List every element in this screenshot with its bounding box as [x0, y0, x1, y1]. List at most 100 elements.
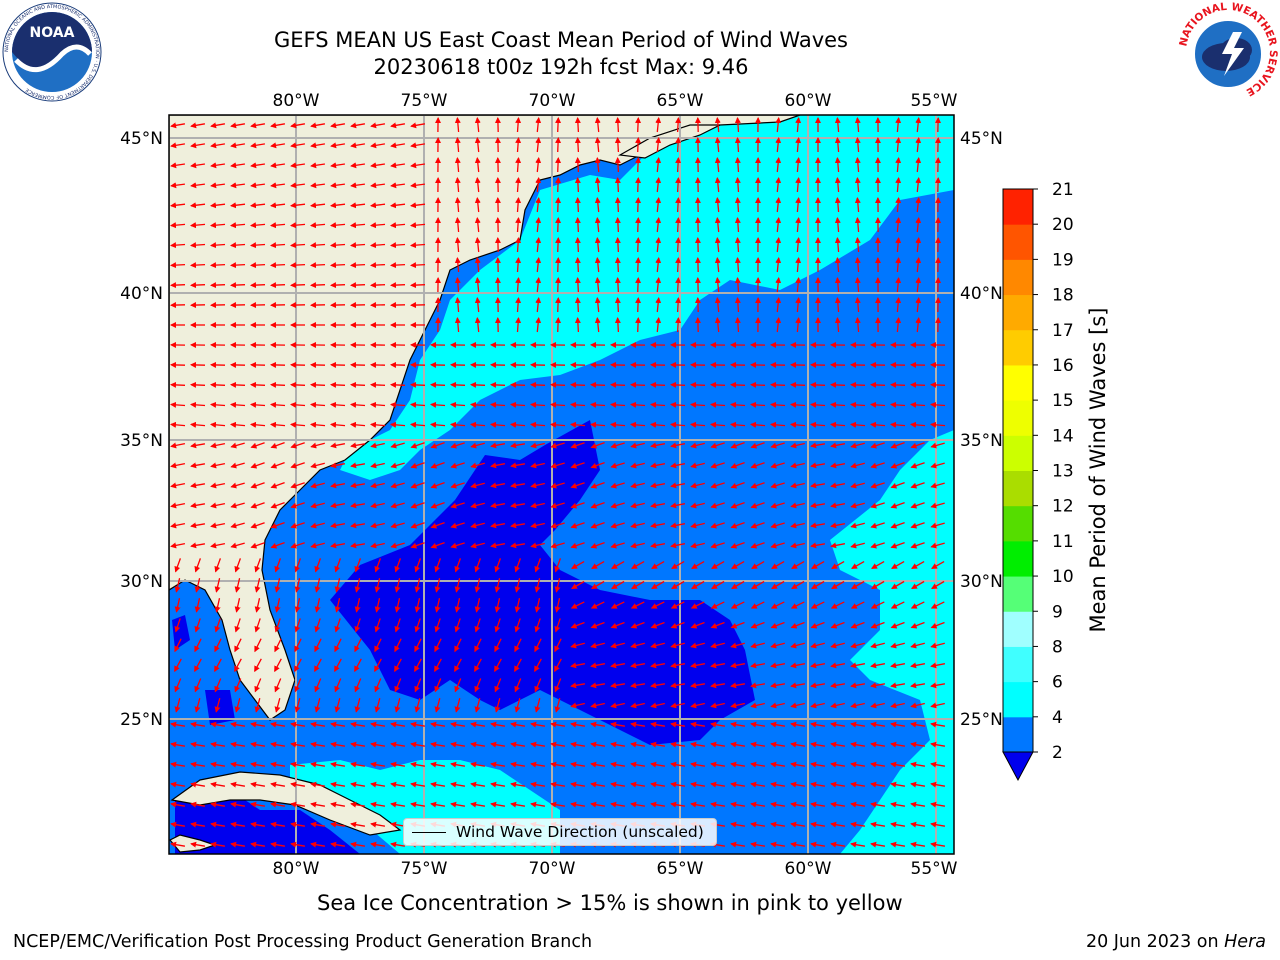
wave-direction-arrow	[430, 481, 445, 489]
wave-direction-arrow	[434, 658, 442, 673]
wave-direction-arrow	[635, 197, 642, 213]
wave-direction-arrow	[910, 621, 925, 629]
wave-direction-arrow	[810, 381, 826, 388]
wave-direction-arrow	[194, 638, 202, 653]
wave-direction-arrow	[650, 601, 665, 609]
wave-direction-arrow	[734, 137, 741, 153]
wave-direction-arrow	[310, 502, 325, 509]
colorbar-ticks: 2 4 6 8 9 10 11 12 13 14 15 16 17 18 19 20 21	[1033, 180, 1074, 763]
wave-direction-arrow	[895, 217, 902, 233]
wave-direction-arrow	[394, 638, 402, 653]
wave-direction-arrow	[610, 482, 625, 489]
wave-direction-arrow	[194, 558, 202, 573]
wave-direction-arrow	[751, 580, 765, 590]
wave-direction-arrow	[294, 638, 302, 653]
wave-direction-arrow	[711, 561, 725, 569]
wave-direction-arrow	[790, 462, 805, 469]
wave-direction-arrow	[675, 297, 682, 313]
wave-direction-arrow	[210, 182, 225, 189]
wave-direction-arrow	[230, 142, 246, 149]
wave-direction-arrow	[550, 401, 566, 408]
wave-direction-arrow	[915, 317, 922, 333]
wave-direction-arrow	[370, 401, 386, 408]
wave-direction-arrow	[930, 462, 945, 469]
wave-direction-arrow	[274, 578, 281, 593]
wave-direction-arrow	[454, 177, 461, 193]
wave-direction-arrow	[750, 482, 765, 489]
wave-direction-arrow	[474, 317, 481, 333]
wave-direction-arrow	[270, 541, 285, 549]
wave-direction-arrow	[710, 662, 726, 669]
wave-direction-arrow	[410, 462, 425, 469]
wave-direction-arrow	[750, 421, 766, 428]
wave-direction-arrow	[570, 682, 586, 689]
wave-direction-arrow	[614, 117, 621, 133]
wave-direction-arrow	[810, 542, 826, 549]
wave-direction-arrow	[190, 182, 205, 189]
wave-direction-arrow	[770, 621, 785, 629]
wave-direction-arrow	[230, 222, 246, 229]
wave-direction-arrow	[470, 522, 485, 529]
wave-direction-arrow	[554, 598, 561, 613]
wave-direction-arrow	[574, 157, 581, 173]
wave-direction-arrow	[494, 638, 502, 653]
wave-direction-arrow	[515, 257, 522, 273]
wave-direction-arrow	[775, 257, 782, 273]
wave-direction-arrow	[515, 177, 522, 193]
lat-label-right: 30°N	[960, 572, 1003, 592]
wave-direction-arrow	[430, 381, 446, 388]
wave-direction-arrow	[850, 702, 865, 709]
wave-direction-arrow	[734, 197, 741, 213]
wave-direction-arrow	[330, 442, 346, 449]
wave-direction-arrow	[730, 481, 745, 489]
colorbar-segment	[1003, 189, 1033, 225]
wave-direction-arrow	[535, 197, 542, 213]
wave-direction-arrow	[895, 137, 902, 153]
wave-direction-arrow	[650, 682, 666, 689]
wave-direction-arrow	[614, 217, 621, 233]
wave-direction-arrow	[250, 502, 265, 509]
wave-direction-arrow	[550, 482, 565, 489]
wave-direction-arrow	[494, 558, 502, 573]
low-period-region-central	[330, 420, 755, 745]
wave-direction-arrow	[790, 421, 806, 428]
wave-direction-arrow	[350, 522, 366, 529]
wave-direction-arrow	[290, 162, 305, 169]
wave-direction-arrow	[574, 197, 581, 213]
wave-direction-arrow	[314, 698, 321, 713]
wave-direction-arrow	[294, 698, 301, 713]
wave-direction-arrow	[314, 638, 322, 653]
wave-direction-arrow	[734, 177, 741, 193]
wave-direction-arrow	[454, 638, 462, 653]
wave-direction-arrow	[834, 137, 841, 153]
wave-direction-arrow	[834, 237, 841, 253]
wave-direction-arrow	[930, 702, 945, 709]
wave-direction-arrow	[870, 682, 886, 689]
wave-direction-arrow	[290, 222, 306, 229]
wave-direction-arrow	[534, 618, 541, 633]
wave-direction-arrow	[570, 482, 585, 489]
wave-direction-arrow	[770, 601, 785, 609]
wave-direction-arrow	[610, 421, 626, 428]
wave-direction-arrow	[671, 561, 685, 569]
wave-direction-arrow	[630, 601, 645, 609]
wave-direction-arrow	[750, 621, 765, 629]
wave-direction-arrow	[470, 421, 486, 428]
wave-direction-arrow	[370, 202, 386, 209]
wave-direction-arrow	[234, 578, 241, 593]
wave-direction-arrow	[270, 182, 285, 189]
wave-direction-arrow	[850, 442, 865, 449]
wave-direction-arrow	[775, 157, 782, 173]
lon-label-bottom: 65°W	[657, 859, 704, 879]
wave-direction-arrow	[490, 421, 506, 428]
wave-direction-arrow	[775, 217, 782, 233]
wave-direction-arrow	[795, 177, 802, 193]
wave-direction-arrow	[730, 662, 746, 669]
wave-direction-arrow	[811, 561, 825, 569]
wave-direction-arrow	[534, 658, 542, 673]
wave-direction-arrow	[310, 401, 326, 408]
map-area	[169, 115, 954, 854]
wave-direction-arrow	[494, 678, 502, 693]
wave-direction-arrow	[454, 698, 461, 713]
wave-direction-arrow	[810, 662, 826, 669]
